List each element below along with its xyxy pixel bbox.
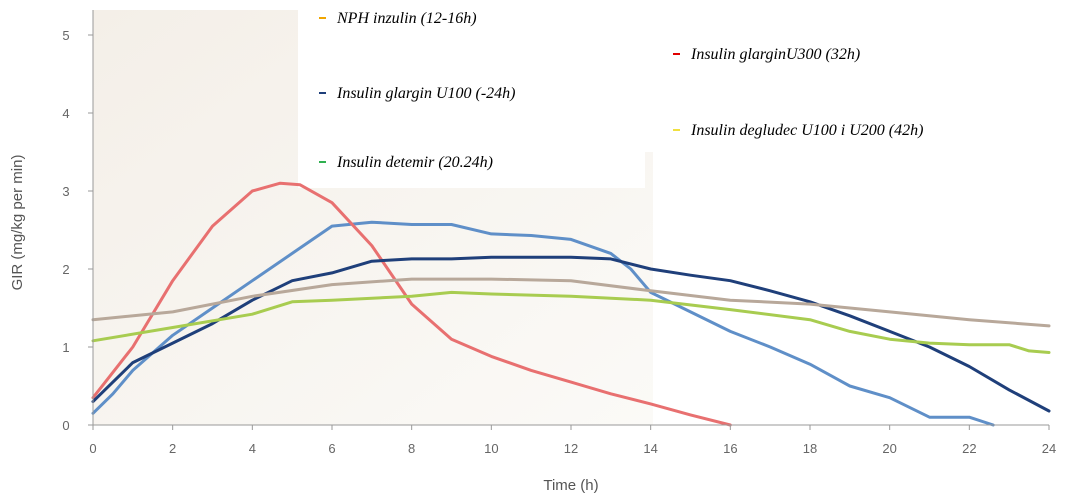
legend-label: Insulin glarginU300 (32h) (690, 46, 860, 63)
y-axis-title: GIR (mg/kg per min) (9, 155, 26, 291)
legend-label: Insulin degludec U100 i U200 (42h) (690, 122, 923, 139)
x-tick-label: 16 (723, 441, 737, 456)
x-tick-label: 14 (643, 441, 657, 456)
x-tick-label: 24 (1042, 441, 1056, 456)
x-tick-label: 10 (484, 441, 498, 456)
y-tick-label: 5 (62, 28, 69, 43)
series-line-2 (91, 181, 732, 427)
legend-label: NPH inzulin (12-16h) (336, 10, 477, 27)
y-tick-label: 0 (62, 418, 69, 433)
x-tick-label: 2 (169, 441, 176, 456)
legend-entry: Insulin glarginU300 (32h) (673, 46, 860, 63)
x-tick-label: 18 (803, 441, 817, 456)
x-tick-label: 6 (328, 441, 335, 456)
y-tick-label: 4 (62, 106, 69, 121)
legend-box (645, 0, 1059, 152)
legend-entry: NPH inzulin (12-16h) (319, 10, 477, 27)
x-tick-label: 4 (249, 441, 256, 456)
legend-box (298, 0, 645, 188)
legend-entry: Insulin glargin U100 (-24h) (319, 85, 516, 102)
x-axis-title: Time (h) (543, 477, 598, 494)
x-tick-label: 22 (962, 441, 976, 456)
legend-label: Insulin detemir (20.24h) (336, 154, 493, 171)
x-tick-label: 8 (408, 441, 415, 456)
legend-entry: Insulin detemir (20.24h) (319, 154, 493, 171)
legend-entry: Insulin degludec U100 i U200 (42h) (673, 122, 923, 139)
y-tick-label: 1 (62, 340, 69, 355)
x-tick-label: 12 (564, 441, 578, 456)
x-tick-label: 0 (89, 441, 96, 456)
series-line-5 (91, 290, 1051, 354)
legend-label: Insulin glargin U100 (-24h) (336, 85, 516, 102)
y-tick-label: 2 (62, 262, 69, 277)
y-tick-label: 3 (62, 184, 69, 199)
series-line-4 (91, 277, 1051, 328)
x-tick-label: 20 (882, 441, 896, 456)
